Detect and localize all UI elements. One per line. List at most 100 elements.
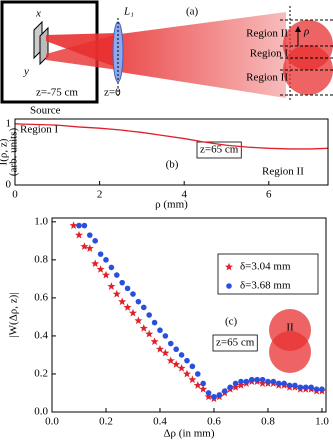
star-marker (145, 329, 154, 338)
star-marker (177, 364, 186, 372)
x-tick-label: 2 (97, 189, 103, 201)
star-marker (182, 369, 191, 378)
circle-marker (297, 384, 304, 391)
circle-marker (232, 380, 239, 387)
star-marker (91, 259, 100, 268)
circle-marker (189, 363, 196, 370)
x-tick-label: 6 (266, 189, 272, 201)
circle-marker (124, 285, 131, 292)
plot-frame (51, 217, 327, 413)
circle-marker (221, 388, 228, 394)
star-marker (193, 381, 202, 389)
circle-marker (205, 390, 212, 396)
y-tick-label: 0.8 (34, 253, 48, 265)
x-tick-label: 0.0 (45, 416, 59, 428)
x-tick-label: 0.2 (99, 416, 113, 428)
circle-marker (97, 251, 104, 257)
y-tick-label: 0.0 (34, 406, 48, 418)
region-label: Region II (246, 72, 288, 84)
circle-marker (76, 222, 82, 229)
circle-marker (151, 319, 158, 326)
rho-label: ρ (303, 26, 309, 38)
circle-marker (243, 378, 250, 385)
circle-marker (200, 380, 206, 387)
y-tick-label: 1.0 (34, 215, 48, 227)
y-tick-label: 0 (6, 179, 12, 191)
circle-marker (227, 384, 233, 391)
region-label: Region II (246, 28, 288, 40)
circle-marker (184, 357, 190, 364)
y-axis-label: y (23, 66, 29, 78)
star-marker (188, 375, 197, 384)
y-axis-label: (arb. units) (8, 128, 20, 177)
annotation: (b) (166, 159, 179, 171)
star-marker (161, 348, 170, 357)
legend-label: δ=3.04 mm (240, 261, 291, 273)
circle-marker (275, 380, 282, 387)
circle-marker (248, 376, 255, 383)
annotation: Region II (262, 166, 304, 178)
star-marker (150, 337, 159, 346)
star-marker (128, 308, 137, 317)
legend-box (217, 253, 319, 295)
circle-marker (119, 279, 125, 286)
line (14, 123, 329, 150)
legend-label: δ=3.68 mm (240, 280, 291, 292)
y-tick-label: 1 (6, 117, 12, 129)
y-tick-label: 0.2 (34, 367, 48, 379)
circle-marker (140, 304, 147, 311)
annotation: z=65 cm (216, 337, 255, 349)
legend-marker (226, 283, 232, 289)
star-marker (199, 384, 208, 393)
x-tick-label: 0 (12, 189, 18, 201)
x-axis-label: ρ (mm) (155, 199, 188, 211)
circle-marker (146, 312, 152, 318)
circle-marker (167, 340, 174, 347)
circle-marker (135, 298, 142, 305)
x-tick-label: 0.6 (207, 416, 221, 428)
beam (46, 34, 118, 70)
star-marker (258, 379, 267, 387)
circle-marker (178, 352, 185, 358)
source-label: Source (30, 105, 61, 117)
annotation: z=65 cm (200, 144, 239, 156)
circle-marker (194, 371, 201, 377)
circle-marker (292, 382, 298, 389)
arrow-head (295, 26, 301, 32)
circle-marker (281, 380, 287, 387)
circle-marker (254, 376, 260, 383)
star-marker (85, 244, 94, 252)
annotation-box (212, 334, 258, 352)
circle-marker (238, 378, 244, 385)
lens-z: z=0 (104, 87, 121, 99)
lens-label: L₁ (123, 6, 134, 18)
star-marker (112, 289, 121, 298)
panel-a: x y L₁ (a) Region II Region I Region II … (0, 0, 333, 117)
x-tick-label: 1.0 (315, 416, 329, 428)
star-marker (123, 303, 132, 311)
circle-marker (319, 386, 325, 392)
beam (120, 12, 286, 98)
circle-marker (302, 384, 309, 391)
star-marker (231, 383, 240, 391)
circle-marker (265, 378, 271, 385)
panel-label: (a) (186, 6, 199, 18)
circle-marker (313, 386, 320, 392)
y-axis-label: |W(Δρ, z)| (8, 292, 20, 337)
circle-marker (81, 222, 88, 229)
x-tick-label: 0.4 (153, 416, 167, 428)
x-axis-label: x (35, 8, 41, 20)
star-marker (236, 381, 245, 389)
y-tick-label: 0.4 (34, 329, 48, 341)
circle-marker (173, 346, 179, 353)
star-marker (134, 316, 143, 325)
circle-marker (130, 291, 136, 297)
star-marker (101, 270, 110, 279)
x-tick-label: 0.8 (261, 416, 275, 428)
source-z: z=-75 cm (36, 87, 78, 99)
circle-marker (86, 232, 93, 238)
circle-marker (259, 376, 266, 383)
x-tick-label: 4 (181, 189, 187, 201)
legend-marker (225, 262, 233, 271)
